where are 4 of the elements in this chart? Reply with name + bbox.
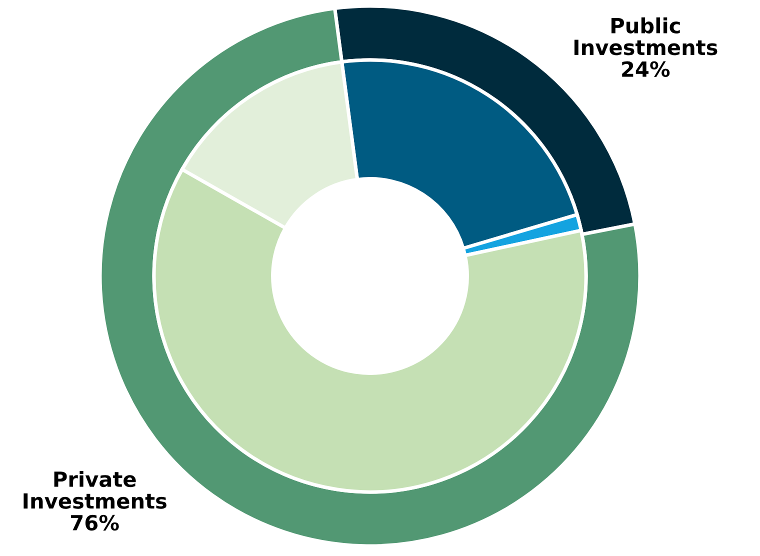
slice-label: Private Investments bbox=[24, 470, 166, 509]
data-label: 24% bbox=[622, 61, 670, 77]
data-label: 76% bbox=[71, 514, 119, 531]
slice-label: Public Investments bbox=[574, 17, 718, 56]
